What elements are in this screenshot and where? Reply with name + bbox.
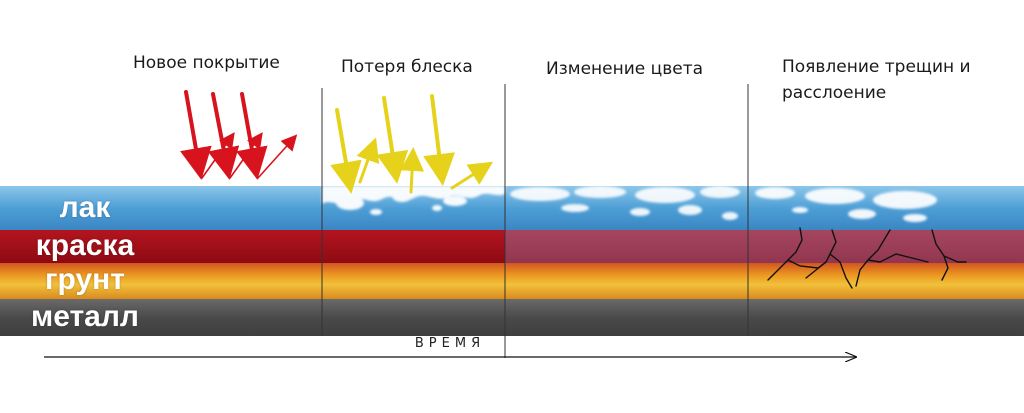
color-change-clouds — [510, 186, 740, 220]
red-arrow-up-3 — [257, 134, 298, 179]
yellow-arrow-down-1 — [330, 108, 362, 194]
stage-title-cracks: Появление трещин и расслоение — [782, 54, 971, 106]
gloss-loss-clouds — [322, 186, 505, 215]
layer-label-grunt: грунт — [45, 263, 125, 296]
metall-layer — [0, 299, 1024, 336]
kraska-faded-layer — [505, 230, 1024, 263]
stage-title-cracks-line2: расслоение — [782, 83, 887, 103]
stage-title-new: Новое покрытие — [133, 50, 280, 76]
crack-3 — [855, 229, 929, 287]
yellow-arrow-down-3 — [423, 94, 455, 186]
kraska-layer — [0, 230, 505, 263]
red-arrow-down-1 — [180, 90, 212, 180]
stage-title-new-line: Новое покрытие — [133, 53, 280, 73]
cracks — [767, 227, 967, 289]
crack-2 — [805, 229, 853, 289]
crack-4 — [931, 229, 967, 281]
stage-title-color: Изменение цвета — [546, 56, 703, 82]
yellow-arrow-right — [450, 161, 494, 190]
yellow-arrow-up-1 — [356, 137, 380, 184]
stage-title-cracks-line1: Появление трещин и — [782, 57, 971, 77]
crack-stage-clouds — [755, 187, 937, 222]
stage-dividers — [321, 84, 749, 358]
red-arrow-down-3 — [236, 92, 268, 180]
time-axis-label: ВРЕМЯ — [414, 336, 486, 351]
grunt-layer — [0, 263, 1024, 299]
yellow-arrow-up-2 — [400, 147, 425, 194]
incident-light-arrows — [180, 90, 298, 180]
stage-title-gloss-line: Потеря блеска — [341, 57, 473, 77]
yellow-arrow-down-2 — [376, 96, 409, 184]
layer-label-metall: металл — [31, 300, 139, 333]
layer-label-kraska: краска — [35, 229, 135, 262]
red-arrow-up-1 — [201, 132, 235, 179]
stage-title-color-line: Изменение цвета — [546, 59, 704, 79]
stage-title-gloss: Потеря блеска — [341, 54, 473, 80]
scattered-light-arrows — [330, 94, 494, 194]
red-arrow-up-2 — [229, 132, 263, 179]
layer-label-lak: лак — [59, 191, 111, 224]
